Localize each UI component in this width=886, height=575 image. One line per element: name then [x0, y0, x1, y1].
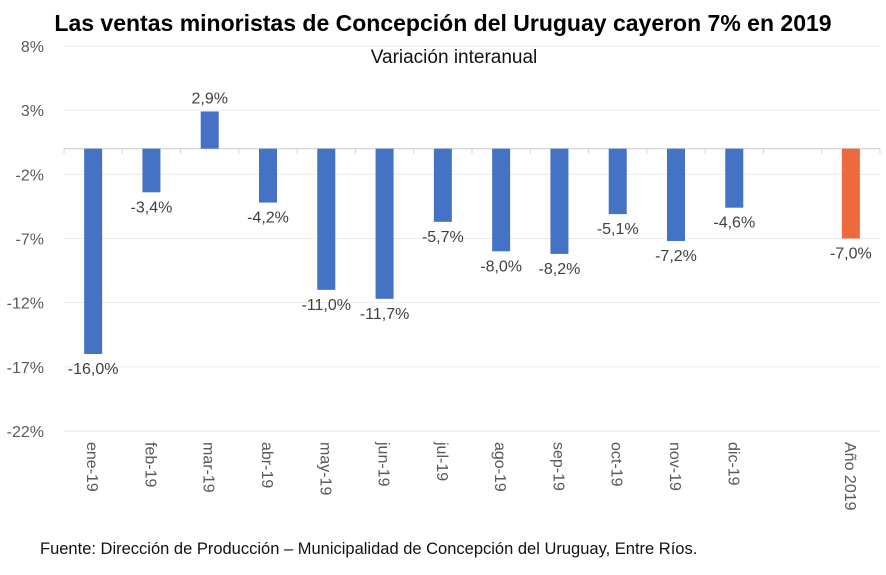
- data-label: -11,7%: [360, 306, 410, 323]
- bar: [142, 148, 161, 193]
- bar: [84, 148, 103, 354]
- bar: [375, 148, 394, 299]
- data-label: -8,2%: [539, 261, 581, 278]
- bar: [433, 148, 452, 222]
- bar: [608, 148, 627, 215]
- bar: [259, 148, 277, 203]
- x-tick-label: feb-19: [141, 442, 158, 487]
- bar: [317, 148, 336, 290]
- x-tick-label: mar-19: [200, 442, 217, 493]
- y-tick-label: -7%: [16, 232, 44, 249]
- data-label: -8,0%: [480, 258, 522, 275]
- data-label: -3,4%: [131, 199, 173, 216]
- gridlines: [63, 45, 881, 432]
- x-tick-label: sep-19: [549, 442, 566, 491]
- x-tick-label: ene-19: [83, 442, 100, 492]
- data-label: -4,2%: [247, 210, 289, 227]
- y-tick-label: -17%: [7, 360, 44, 377]
- bar: [725, 148, 744, 208]
- data-label: 2,9%: [191, 90, 227, 107]
- data-label: -5,7%: [422, 229, 464, 246]
- data-label: -7,2%: [655, 248, 697, 265]
- data-label: -5,1%: [597, 221, 639, 238]
- data-label: -7,0%: [830, 246, 872, 263]
- bar: [492, 148, 511, 252]
- y-tick-label: 3%: [21, 103, 44, 120]
- chart-subtitle: Variación interanual: [370, 47, 538, 68]
- x-axis: ene-19 feb-19 mar-19 abr-19 may-19 jun-19 jul-…: [83, 441, 858, 511]
- x-tick-label: ago-19: [491, 442, 508, 492]
- data-label: -4,6%: [713, 215, 755, 232]
- x-tick-label: nov-19: [666, 442, 683, 491]
- x-tick-label: oct-19: [608, 442, 625, 487]
- y-tick-label: -12%: [7, 296, 44, 313]
- x-tick-label: abr-19: [258, 442, 275, 488]
- bar: [550, 148, 569, 254]
- y-tick-label: -2%: [16, 167, 44, 184]
- bars: [84, 111, 860, 354]
- y-tick-label: 8%: [21, 39, 44, 56]
- y-axis: 8% 3% -2% -7% -12% -17% -22%: [7, 39, 44, 441]
- x-tick-label: jun-19: [375, 441, 392, 487]
- bar: [667, 148, 685, 242]
- x-tick-label: jul-19: [433, 441, 450, 481]
- data-label: -16,0%: [68, 361, 119, 378]
- chart-title: Las ventas minoristas de Concepción del …: [54, 10, 832, 36]
- x-tick-label: may-19: [316, 442, 333, 495]
- x-tick-label: dic-19: [724, 442, 741, 486]
- data-labels: -16,0% -3,4% 2,9% -4,2% -11,0% -11,7% -5,7% -8,…: [68, 90, 872, 378]
- y-tick-label: -22%: [7, 424, 44, 441]
- bar: [841, 148, 860, 239]
- data-label: -11,0%: [302, 297, 352, 314]
- bar: [200, 111, 219, 149]
- x-tick-label: Año 2019: [841, 442, 858, 511]
- source-note: Fuente: Dirección de Producción – Munici…: [40, 540, 698, 558]
